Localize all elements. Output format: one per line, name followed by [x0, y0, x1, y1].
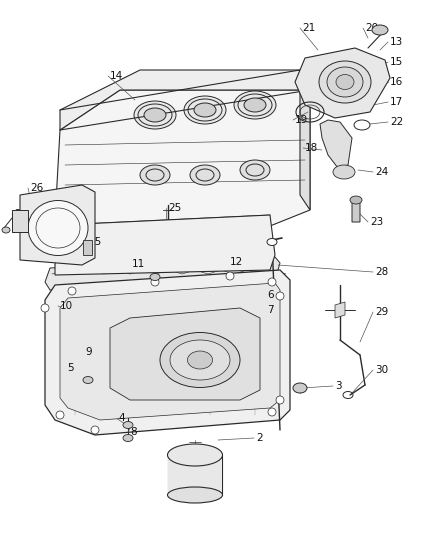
Ellipse shape: [83, 376, 93, 384]
Ellipse shape: [140, 165, 170, 185]
Ellipse shape: [123, 434, 133, 441]
Ellipse shape: [134, 101, 176, 129]
Ellipse shape: [151, 278, 159, 286]
Text: 29: 29: [375, 307, 388, 317]
Ellipse shape: [184, 96, 226, 124]
Ellipse shape: [2, 227, 10, 233]
Ellipse shape: [293, 383, 307, 393]
Text: 26: 26: [30, 183, 43, 193]
Ellipse shape: [170, 340, 230, 380]
Ellipse shape: [123, 422, 133, 429]
Ellipse shape: [333, 165, 355, 179]
Text: 17: 17: [390, 97, 403, 107]
Ellipse shape: [240, 160, 270, 180]
Polygon shape: [55, 90, 310, 230]
Ellipse shape: [244, 98, 266, 112]
Text: 12: 12: [230, 257, 243, 267]
Text: 3: 3: [335, 381, 342, 391]
Text: 25: 25: [168, 203, 181, 213]
Text: 23: 23: [370, 217, 383, 227]
Ellipse shape: [319, 61, 371, 103]
Text: 15: 15: [390, 57, 403, 67]
Polygon shape: [168, 455, 222, 495]
Text: 28: 28: [375, 267, 388, 277]
Ellipse shape: [267, 238, 277, 246]
Ellipse shape: [276, 292, 284, 300]
Ellipse shape: [268, 408, 276, 416]
Text: 19: 19: [295, 115, 308, 125]
Text: 9: 9: [85, 347, 92, 357]
Polygon shape: [60, 70, 310, 130]
Text: 13: 13: [390, 37, 403, 47]
Polygon shape: [110, 308, 260, 400]
Ellipse shape: [187, 351, 212, 369]
Text: 16: 16: [390, 77, 403, 87]
Ellipse shape: [68, 287, 76, 295]
Polygon shape: [295, 48, 390, 118]
Ellipse shape: [276, 396, 284, 404]
Ellipse shape: [167, 487, 223, 503]
Text: 4: 4: [118, 413, 125, 423]
Ellipse shape: [226, 272, 234, 280]
Polygon shape: [320, 120, 352, 168]
Text: 21: 21: [302, 23, 315, 33]
Polygon shape: [352, 200, 360, 222]
Polygon shape: [20, 185, 95, 265]
Text: 22: 22: [390, 117, 403, 127]
Ellipse shape: [372, 25, 388, 35]
Polygon shape: [335, 302, 345, 318]
Ellipse shape: [160, 333, 240, 387]
Text: 30: 30: [375, 365, 388, 375]
Ellipse shape: [190, 165, 220, 185]
Polygon shape: [45, 257, 280, 290]
Text: 27: 27: [14, 209, 27, 219]
Text: 10: 10: [60, 301, 73, 311]
Ellipse shape: [28, 200, 88, 255]
Ellipse shape: [91, 426, 99, 434]
Ellipse shape: [167, 444, 223, 466]
Ellipse shape: [56, 411, 64, 419]
Text: 20: 20: [365, 23, 378, 33]
Ellipse shape: [268, 278, 276, 286]
Text: 11: 11: [132, 259, 145, 269]
Text: 14: 14: [110, 71, 123, 81]
Ellipse shape: [350, 196, 362, 204]
Polygon shape: [300, 70, 310, 210]
Ellipse shape: [41, 304, 49, 312]
Ellipse shape: [144, 108, 166, 122]
Ellipse shape: [327, 67, 363, 97]
Ellipse shape: [336, 75, 354, 90]
Ellipse shape: [150, 273, 160, 280]
Text: 25: 25: [88, 237, 101, 247]
Polygon shape: [55, 215, 275, 275]
Text: 24: 24: [375, 167, 388, 177]
Text: 7: 7: [267, 305, 274, 315]
Text: 6: 6: [267, 290, 274, 300]
Text: 5: 5: [67, 363, 74, 373]
Text: 1: 1: [215, 487, 221, 497]
Ellipse shape: [234, 91, 276, 119]
Polygon shape: [60, 283, 280, 420]
Ellipse shape: [194, 103, 216, 117]
Polygon shape: [12, 210, 28, 232]
Text: 8: 8: [130, 427, 137, 437]
Polygon shape: [83, 240, 92, 255]
Polygon shape: [45, 270, 290, 435]
Text: 18: 18: [305, 143, 318, 153]
Text: 2: 2: [256, 433, 263, 443]
